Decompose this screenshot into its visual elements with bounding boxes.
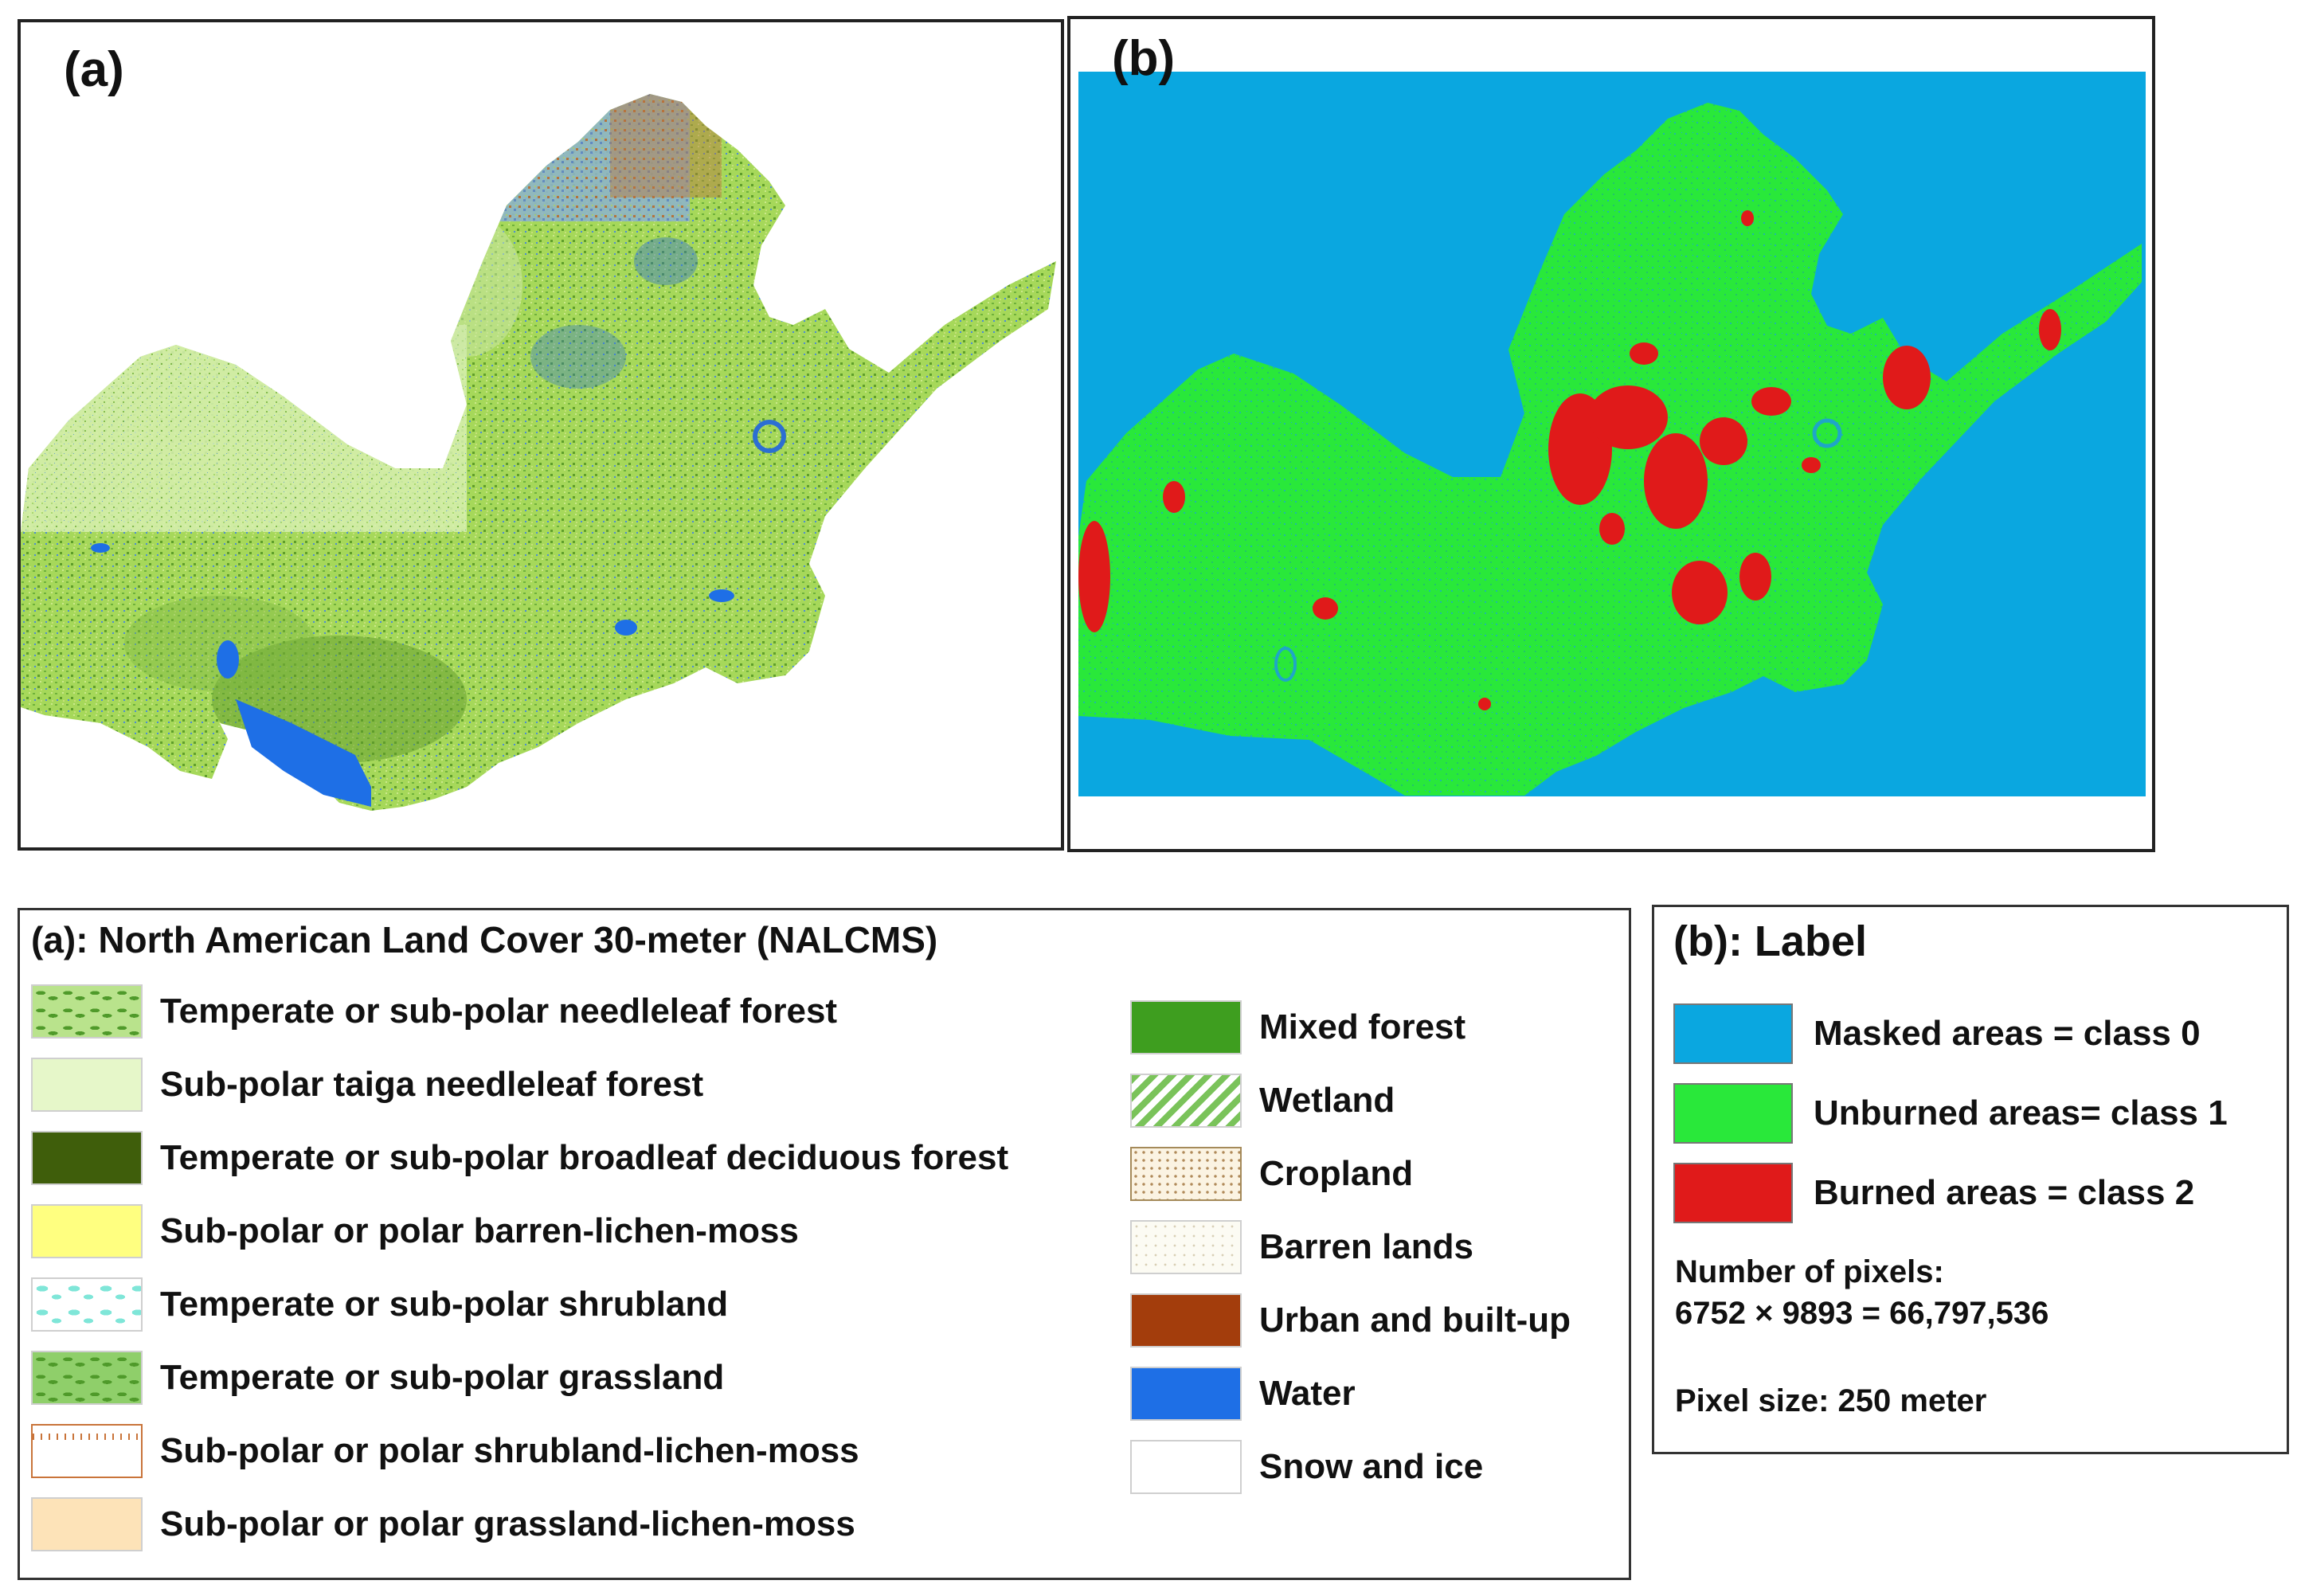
land-cover-legend: (a): North American Land Cover 30-meter …: [18, 908, 1631, 1580]
legend-swatch: [1130, 1220, 1242, 1274]
legend-item: Sub-polar or polar grassland-lichen-moss: [31, 1495, 855, 1554]
legend-label: Sub-polar or polar grassland-lichen-moss: [160, 1504, 855, 1543]
legend-item: Burned areas = class 2: [1673, 1163, 2195, 1223]
legend-swatch: [1130, 1440, 1242, 1494]
legend-swatch: [31, 984, 143, 1039]
panel-b-label: (b): [1112, 31, 1176, 86]
legend-label: Temperate or sub-polar grassland: [160, 1358, 725, 1397]
label-legend: (b): Label Masked areas = class 0 Unburne…: [1652, 905, 2289, 1454]
legend-label: Sub-polar or polar barren-lichen-moss: [160, 1211, 799, 1250]
panel-a-label: (a): [64, 42, 124, 97]
legend-item: Snow and ice: [1130, 1438, 1483, 1496]
legend-label: Masked areas = class 0: [1814, 1014, 2201, 1053]
legend-label: Barren lands: [1259, 1227, 1473, 1266]
legend-label: Unburned areas= class 1: [1814, 1093, 2228, 1132]
legend-item: Mixed forest: [1130, 998, 1465, 1057]
legend-a-title: (a): North American Land Cover 30-meter …: [31, 919, 938, 960]
legend-item: Temperate or sub-polar grassland: [31, 1348, 724, 1407]
legend-label: Sub-polar taiga needleleaf forest: [160, 1065, 704, 1104]
legend-swatch: [31, 1204, 143, 1258]
pixel-count-heading: Number of pixels:: [1675, 1254, 1944, 1289]
legend-swatch: [1130, 1293, 1242, 1348]
legend-item: Barren lands: [1130, 1218, 1473, 1277]
legend-swatch: [31, 1058, 143, 1112]
legend-label: Temperate or sub-polar broadleaf deciduo…: [160, 1138, 1009, 1177]
legend-item: Temperate or sub-polar broadleaf deciduo…: [31, 1129, 1008, 1187]
legend-label: Wetland: [1259, 1081, 1395, 1120]
legend-item: Sub-polar or polar shrubland-lichen-moss: [31, 1422, 859, 1481]
burn-label-map-panel: (b): [1067, 16, 2155, 852]
legend-item: Wetland: [1130, 1071, 1395, 1130]
legend-label: Sub-polar or polar shrubland-lichen-moss: [160, 1431, 859, 1470]
legend-item: Unburned areas= class 1: [1673, 1083, 2228, 1144]
burned-areas: [1078, 210, 2061, 710]
legend-label: Temperate or sub-polar needleleaf forest: [160, 992, 838, 1031]
legend-item: Sub-polar taiga needleleaf forest: [31, 1055, 703, 1114]
legend-swatch: [31, 1277, 143, 1332]
legend-swatch: [31, 1497, 143, 1551]
legend-swatch: [1130, 1000, 1242, 1054]
legend-item: Sub-polar or polar barren-lichen-moss: [31, 1202, 799, 1261]
legend-item: Urban and built-up: [1130, 1291, 1571, 1350]
burn-label-map: [1078, 72, 2146, 796]
legend-item: Masked areas = class 0: [1673, 1003, 2201, 1064]
legend-swatch: [31, 1424, 143, 1478]
legend-swatch: [1673, 1163, 1793, 1223]
legend-label: Water: [1259, 1374, 1356, 1413]
pixel-size: Pixel size: 250 meter: [1675, 1383, 1987, 1418]
legend-item: Temperate or sub-polar shrubland: [31, 1275, 728, 1334]
legend-swatch: [31, 1131, 143, 1185]
land-cover-map-panel: (a): [18, 19, 1064, 851]
legend-swatch: [1673, 1003, 1793, 1064]
legend-label: Mixed forest: [1259, 1007, 1466, 1046]
legend-label: Urban and built-up: [1259, 1301, 1571, 1340]
legend-label: Temperate or sub-polar shrubland: [160, 1285, 729, 1324]
legend-swatch: [1130, 1367, 1242, 1421]
legend-item: Temperate or sub-polar needleleaf forest: [31, 982, 837, 1041]
legend-swatch: [1673, 1083, 1793, 1144]
legend-swatch: [1130, 1147, 1242, 1201]
legend-label: Snow and ice: [1259, 1447, 1484, 1486]
legend-b-title: (b): Label: [1673, 917, 1867, 965]
legend-swatch: [31, 1351, 143, 1405]
legend-item: Water: [1130, 1364, 1356, 1423]
pixel-count-value: 6752 × 9893 = 66,797,536: [1675, 1296, 2049, 1331]
legend-label: Cropland: [1259, 1154, 1414, 1193]
legend-swatch: [1130, 1074, 1242, 1128]
land-cover-map: [21, 94, 1056, 811]
legend-label: Burned areas = class 2: [1814, 1173, 2195, 1212]
legend-item: Cropland: [1130, 1144, 1413, 1203]
